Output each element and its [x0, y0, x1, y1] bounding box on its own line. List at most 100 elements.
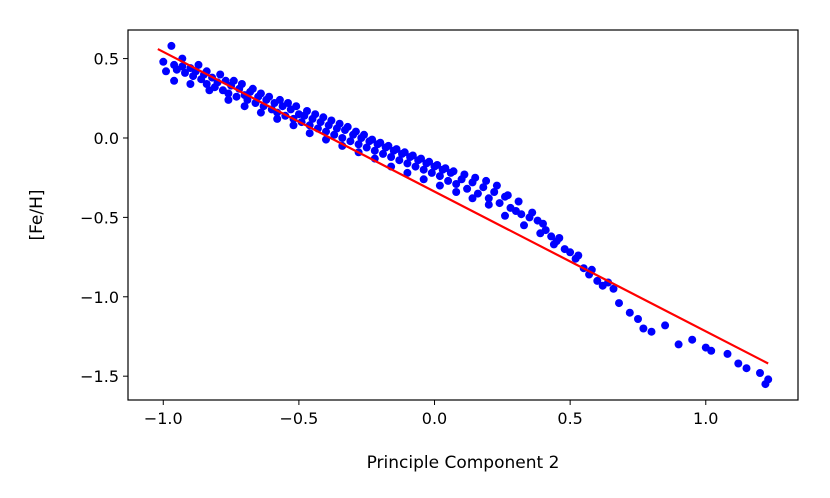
x-tick-label: −1.0 [144, 409, 183, 428]
data-point [178, 62, 187, 71]
data-point [555, 234, 564, 242]
data-point [734, 359, 743, 368]
data-point [707, 346, 716, 355]
data-point [289, 121, 298, 130]
data-point [566, 248, 575, 257]
data-point [460, 170, 469, 179]
data-point [501, 211, 509, 220]
data-point [159, 57, 168, 66]
plot-frame [127, 29, 799, 401]
data-point [327, 116, 336, 125]
y-tick-label: −1.0 [80, 288, 119, 307]
data-point [490, 188, 499, 196]
data-point [256, 89, 265, 98]
data-point [346, 137, 355, 146]
data-point [232, 92, 241, 101]
data-point [625, 308, 634, 317]
data-point [539, 219, 547, 228]
data-point [674, 340, 683, 349]
data-point [335, 119, 344, 128]
data-point [181, 68, 189, 77]
data-point [351, 127, 360, 136]
data-point [495, 199, 504, 208]
data-point [338, 134, 347, 142]
data-point [452, 188, 461, 196]
data-point [547, 232, 556, 241]
data-point [444, 176, 453, 185]
data-point [425, 157, 434, 166]
data-point [756, 369, 764, 377]
data-point [503, 191, 512, 200]
data-point [343, 122, 352, 131]
data-point [400, 148, 409, 157]
data-point [433, 161, 442, 169]
data-point [482, 176, 491, 185]
data-point [593, 276, 602, 285]
data-point [362, 143, 371, 152]
data-point [517, 210, 526, 219]
data-point [411, 162, 420, 171]
data-point [392, 145, 401, 154]
data-point [452, 180, 461, 188]
data-point [319, 113, 328, 122]
data-point [395, 156, 404, 165]
data-point [237, 80, 246, 88]
data-point [419, 175, 428, 184]
y-axis-label: [Fe/H] [27, 189, 47, 240]
data-point [647, 327, 656, 336]
data-point [419, 165, 428, 174]
data-point [549, 240, 558, 249]
data-point [387, 153, 396, 161]
x-axis: −1.0 −0.5 0.0 0.5 1.0 [144, 400, 718, 428]
data-point [292, 102, 301, 111]
data-point [688, 335, 697, 344]
data-point [484, 200, 493, 209]
x-tick-label: 1.0 [693, 409, 718, 428]
x-tick-label: 0.0 [422, 409, 447, 428]
data-point [435, 172, 444, 181]
y-tick-label: 0.0 [94, 129, 119, 148]
data-points [159, 41, 773, 389]
data-point [224, 95, 233, 104]
data-point [162, 67, 170, 76]
data-point [528, 208, 537, 217]
data-point [305, 129, 314, 138]
data-point [468, 194, 477, 203]
x-axis-label: Principle Component 2 [367, 453, 560, 473]
data-point [473, 189, 482, 198]
fit-line-layer [157, 48, 769, 365]
data-point [634, 315, 642, 323]
data-point [435, 181, 444, 190]
x-tick-label: 0.5 [557, 409, 582, 428]
data-point [463, 184, 472, 193]
data-point [615, 299, 623, 308]
x-tick-label: −0.5 [279, 409, 318, 428]
data-point [370, 146, 379, 155]
data-point [408, 151, 417, 160]
data-point [256, 108, 265, 117]
data-point [265, 92, 274, 101]
data-point [427, 168, 436, 177]
data-point [368, 135, 377, 144]
data-point [417, 154, 425, 163]
data-point [240, 102, 249, 111]
data-point [379, 149, 387, 158]
data-point [471, 173, 480, 182]
data-point [170, 76, 179, 85]
data-point [723, 349, 732, 358]
data-point [273, 114, 282, 123]
data-point [311, 110, 320, 119]
data-point [275, 95, 284, 104]
data-point [216, 70, 225, 79]
data-point [224, 89, 233, 98]
data-point [441, 164, 450, 173]
data-point [661, 321, 670, 330]
data-point [742, 364, 751, 373]
data-point [764, 375, 773, 384]
data-point [492, 181, 501, 190]
y-tick-label: −1.5 [80, 367, 119, 386]
data-point [202, 80, 211, 88]
data-point [403, 159, 412, 168]
y-tick-label: 0.5 [94, 50, 119, 69]
